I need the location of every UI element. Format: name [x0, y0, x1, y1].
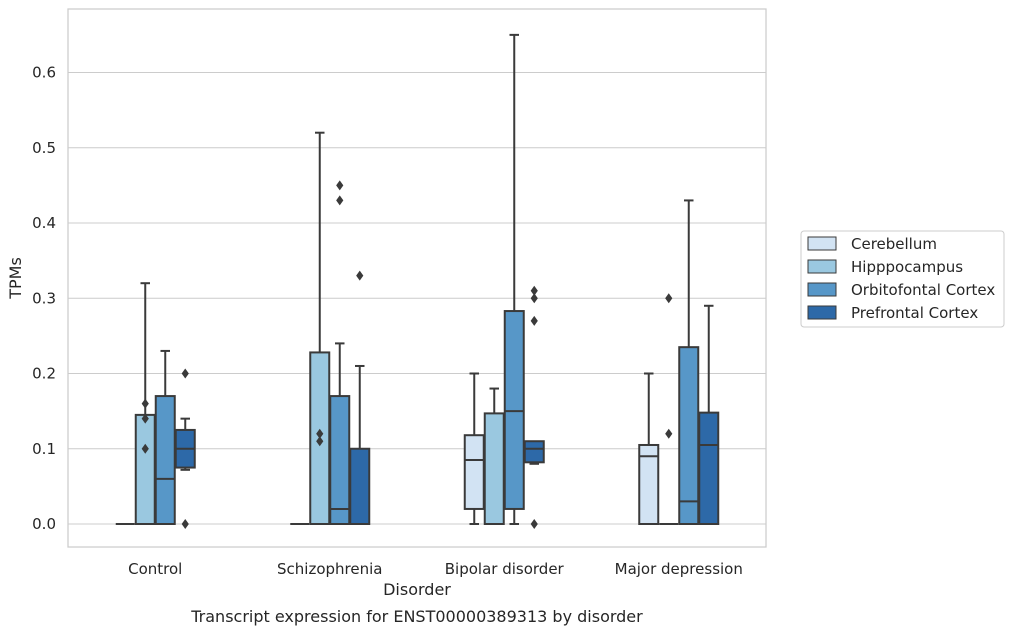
box-cerebellum — [463, 372, 485, 525]
x-tick-label: Bipolar disorder — [445, 560, 565, 578]
outlier-point — [336, 195, 344, 206]
outlier-point — [141, 413, 149, 424]
y-axis-title: TPMs — [6, 257, 25, 300]
box-group-control — [115, 282, 196, 529]
y-tick-label: 0.4 — [32, 214, 56, 232]
chart-caption: Transcript expression for ENST0000038931… — [190, 607, 643, 626]
outlier-point — [181, 368, 189, 379]
legend-frame — [800, 230, 1005, 328]
box-body — [523, 440, 545, 464]
box-body — [678, 346, 700, 525]
box-prefrontal-cortex — [174, 368, 196, 529]
y-tick-label: 0.3 — [32, 289, 56, 307]
outlier-point — [530, 519, 538, 529]
box-prefrontal-cortex — [349, 270, 371, 525]
outlier-point — [530, 315, 538, 326]
box-body — [134, 413, 156, 526]
box-groups — [115, 33, 720, 529]
box-body — [698, 411, 720, 526]
legend-swatch — [807, 305, 837, 320]
box-body — [503, 310, 525, 510]
y-tick-label: 0.5 — [32, 139, 56, 157]
legend-label: Orbitofontal Cortex — [851, 281, 995, 299]
outlier-point — [316, 428, 324, 439]
outlier-point — [336, 180, 344, 191]
outlier-point — [530, 285, 538, 296]
y-tick-label: 0.0 — [32, 515, 56, 533]
legend-label: Cerebellum — [851, 235, 937, 253]
box-orbitofontal-cortex — [329, 180, 351, 526]
box-prefrontal-cortex — [698, 304, 720, 526]
x-axis-title: Disorder — [383, 580, 451, 599]
legend-swatch — [807, 259, 837, 274]
box-group-major-depression — [638, 199, 720, 526]
outlier-point — [356, 270, 364, 281]
box-cerebellum — [638, 372, 660, 525]
box-group-bipolar-disorder — [463, 33, 545, 529]
box-hipppocampus — [483, 387, 505, 526]
legend-label: Prefrontal Cortex — [851, 304, 978, 322]
box-body — [638, 443, 660, 525]
x-tick-label: Control — [128, 560, 182, 578]
box-prefrontal-cortex — [523, 285, 545, 529]
y-axis-ticks: 0.0 0.1 0.2 0.3 0.4 0.5 0.6 — [32, 64, 56, 534]
box-body — [329, 395, 351, 526]
legend-swatch — [807, 282, 837, 297]
box-group-schizophrenia — [290, 131, 371, 526]
box-body — [154, 395, 176, 526]
outlier-point — [141, 443, 149, 454]
box-body — [483, 412, 505, 526]
x-tick-label: Schizophrenia — [277, 560, 382, 578]
box-orbitofontal-cortex — [503, 33, 525, 525]
outlier-point — [141, 398, 149, 409]
x-tick-label: Major depression — [615, 560, 743, 578]
box-body — [463, 434, 485, 510]
y-tick-label: 0.6 — [32, 64, 56, 82]
y-tick-label: 0.1 — [32, 440, 56, 458]
outlier-point — [530, 293, 538, 304]
legend-label: Hipppocampus — [851, 258, 963, 276]
box-hipppocampus — [659, 293, 679, 525]
x-axis-ticks: Control Schizophrenia Bipolar disorder Majo… — [128, 560, 743, 578]
legend: Cerebellum Hipppocampus Orbitofontal Corte… — [800, 230, 1005, 328]
y-tick-label: 0.2 — [32, 365, 56, 383]
outlier-point — [665, 293, 673, 304]
outlier-point — [665, 428, 673, 439]
box-body — [349, 447, 371, 525]
outlier-point — [316, 436, 324, 447]
legend-swatch — [807, 236, 837, 251]
outlier-point — [181, 519, 189, 529]
